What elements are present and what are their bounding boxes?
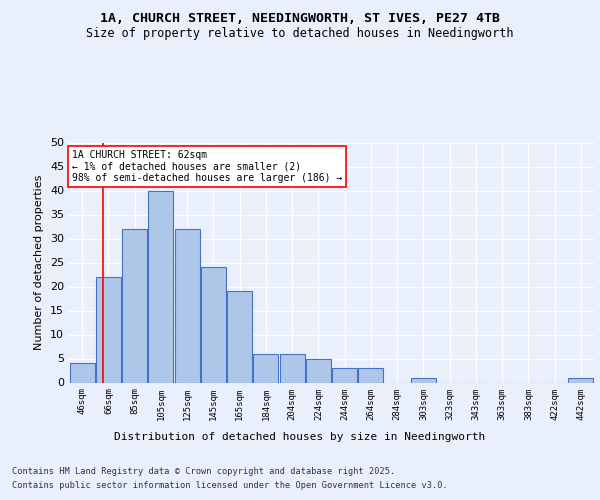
Text: Size of property relative to detached houses in Needingworth: Size of property relative to detached ho…	[86, 28, 514, 40]
Bar	[253, 354, 278, 382]
Y-axis label: Number of detached properties: Number of detached properties	[34, 175, 44, 350]
Text: Contains public sector information licensed under the Open Government Licence v3: Contains public sector information licen…	[12, 481, 448, 490]
Bar	[122, 229, 147, 382]
Text: Contains HM Land Registry data © Crown copyright and database right 2025.: Contains HM Land Registry data © Crown c…	[12, 468, 395, 476]
Bar	[70, 364, 95, 382]
Bar	[568, 378, 593, 382]
Bar	[306, 358, 331, 382]
Text: 1A CHURCH STREET: 62sqm
← 1% of detached houses are smaller (2)
98% of semi-deta: 1A CHURCH STREET: 62sqm ← 1% of detached…	[71, 150, 342, 183]
Bar	[358, 368, 383, 382]
Bar	[175, 229, 200, 382]
Bar	[411, 378, 436, 382]
Bar	[148, 190, 173, 382]
Bar	[201, 268, 226, 382]
Bar	[227, 292, 252, 382]
Bar	[332, 368, 357, 382]
Bar	[96, 277, 121, 382]
Bar	[280, 354, 305, 382]
Text: Distribution of detached houses by size in Needingworth: Distribution of detached houses by size …	[115, 432, 485, 442]
Text: 1A, CHURCH STREET, NEEDINGWORTH, ST IVES, PE27 4TB: 1A, CHURCH STREET, NEEDINGWORTH, ST IVES…	[100, 12, 500, 26]
